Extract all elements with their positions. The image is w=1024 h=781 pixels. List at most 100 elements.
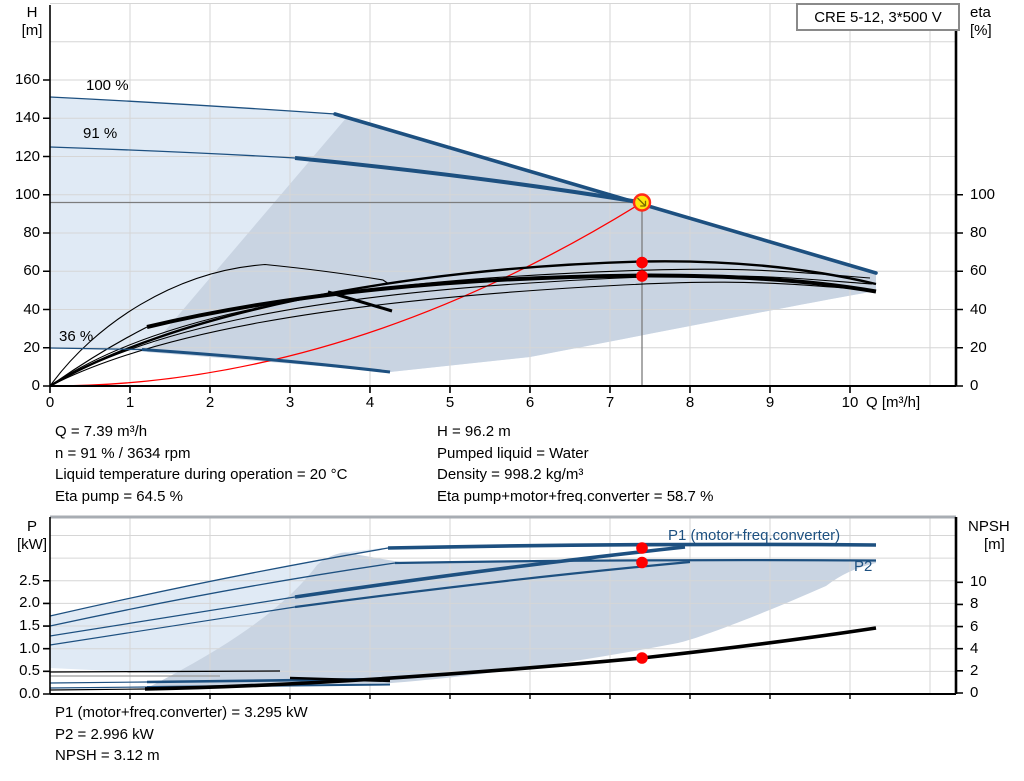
result-n: n = 91 % / 3634 rpm — [55, 444, 191, 462]
p2-91-thin — [49, 606, 296, 646]
h-tick-120: 120 — [14, 147, 40, 165]
result-q: Q = 7.39 m³/h — [55, 423, 148, 440]
npsh-axis-label: NPSH — [968, 518, 1010, 535]
p1-100-curve — [387, 542, 877, 550]
h-tick-60: 60 — [23, 262, 40, 279]
pump-title-box: CRE 5-12, 3*500 V — [796, 3, 960, 31]
h-tick-140: 140 — [14, 109, 40, 126]
eta-total-curve — [146, 273, 877, 329]
grid-vertical-2 — [129, 517, 931, 694]
p1-91-thin — [49, 596, 296, 637]
q-tick-5: 5 — [445, 394, 455, 411]
p-tick-1.0: 1.0 — [19, 640, 40, 657]
h-tick-40: 40 — [23, 300, 40, 318]
result-eta-total: Eta pump+motor+freq.converter = 58.7 % — [437, 487, 714, 505]
q-tick-0: 0 — [45, 394, 55, 411]
q-tick-10: 10 — [841, 394, 859, 411]
ticks-bottom-2 — [129, 694, 851, 699]
qh-100-curve-thin — [49, 96, 336, 115]
result-npsh: NPSH = 3.12 m — [55, 747, 160, 764]
q-tick-3: 3 — [285, 394, 295, 411]
qh-91-curve-thin — [49, 146, 296, 159]
p-tick-2.0: 2.0 — [19, 594, 40, 611]
h-tick-80: 80 — [23, 224, 40, 241]
eta-fan-curve-2 — [49, 275, 873, 387]
power-npsh-chart — [43, 515, 963, 699]
result-text-left: Q = 7.39 m³/h n = 91 % / 3634 rpm Liquid… — [55, 421, 347, 507]
h-axis-unit: [m] — [21, 22, 43, 39]
eta-total-result-dot — [636, 270, 648, 282]
ticks-right-2 — [956, 581, 963, 694]
npsh-tick-2: 2 — [970, 662, 979, 679]
p1-result-dot — [636, 542, 648, 554]
eta-tick-100: 100 — [970, 186, 996, 203]
result-eta-pump: Eta pump = 64.5 % — [55, 487, 183, 505]
result-text-right: H = 96.2 m Pumped liquid = Water Density… — [437, 421, 713, 507]
eta-tick-40: 40 — [970, 300, 987, 318]
duty-point-marker[interactable] — [632, 193, 652, 212]
eta-tick-0: 0 — [970, 377, 979, 394]
power-envelope-dark-region — [147, 552, 876, 688]
p1-100-thin — [49, 547, 389, 617]
eta-fan-curve-3 — [49, 281, 875, 387]
eta-tick-80: 80 — [970, 224, 987, 241]
npsh-axis-unit: [m] — [984, 536, 1005, 553]
h-tick-100: 100 — [14, 186, 40, 203]
q-tick-2: 2 — [205, 394, 215, 411]
h-axis-label: H — [26, 4, 38, 21]
eta-tick-60: 60 — [970, 262, 987, 279]
eta-axis-label: eta — [970, 4, 991, 21]
p2-36-thin — [49, 686, 148, 689]
h-tick-20: 20 — [23, 339, 40, 356]
p1-curve-label: P1 (motor+freq.converter) — [668, 527, 841, 544]
low-speed-line-black — [49, 670, 281, 673]
result-h: H = 96.2 m — [437, 423, 511, 440]
result-p2: P2 = 2.996 kW — [55, 725, 154, 743]
q-axis-unit: Q [m³/h] — [866, 394, 921, 411]
p1-36-thin — [49, 681, 148, 684]
qh-36-curve — [141, 348, 391, 374]
ticks-right — [956, 193, 963, 387]
npsh-tick-10: 10 — [970, 573, 987, 590]
p-tick-0.5: 0.5 — [19, 662, 40, 679]
npsh-tick-0: 0 — [970, 684, 979, 701]
p-tick-0.0: 0.0 — [19, 685, 40, 702]
q-tick-8: 8 — [685, 394, 695, 411]
p-tick-1.5: 1.5 — [19, 617, 40, 634]
eta-pump-curve — [49, 260, 877, 388]
npsh-result-dot — [636, 652, 648, 664]
p-tick-2.5: 2.5 — [19, 572, 40, 589]
result-pumped-liquid: Pumped liquid = Water — [437, 444, 589, 462]
speed-label-91: 91 % — [83, 125, 118, 142]
h-tick-0: 0 — [31, 377, 40, 394]
q-tick-4: 4 — [365, 394, 375, 411]
qh-36-curve-thin — [49, 347, 143, 351]
npsh-tick-6: 6 — [970, 618, 979, 635]
eta-pump-result-dot — [636, 256, 648, 269]
p2-100-curve — [394, 558, 877, 565]
result-text-power: P1 (motor+freq.converter) = 3.295 kW P2 … — [55, 702, 308, 767]
npsh-curve — [144, 626, 877, 691]
grid-horizontal — [50, 3, 956, 349]
duty-point-crosshair — [50, 201, 643, 386]
eta-36-curve — [49, 263, 390, 387]
q-tick-7: 7 — [605, 394, 615, 411]
p-axis-label: P — [26, 518, 37, 535]
eta-axis-unit: [%] — [970, 22, 992, 39]
h-tick-160: 160 — [14, 71, 40, 88]
p2-curve-label: P2 — [854, 558, 873, 575]
speed-label-100: 100 % — [86, 77, 129, 94]
ticks-left-2 — [43, 579, 50, 695]
result-density: Density = 998.2 kg/m³ — [437, 466, 584, 483]
result-p1: P1 (motor+freq.converter) = 3.295 kW — [55, 704, 308, 721]
p-axis-unit: [kW] — [17, 536, 47, 553]
eta-tick-20: 20 — [970, 339, 987, 356]
qh-chart — [43, 3, 963, 393]
npsh-curve-thin — [49, 688, 146, 691]
qh-envelope-boundary — [333, 112, 878, 275]
power-envelope-light-region — [50, 547, 390, 675]
p2-result-dot — [636, 556, 648, 569]
duty-point-arrow-icon — [637, 197, 647, 207]
